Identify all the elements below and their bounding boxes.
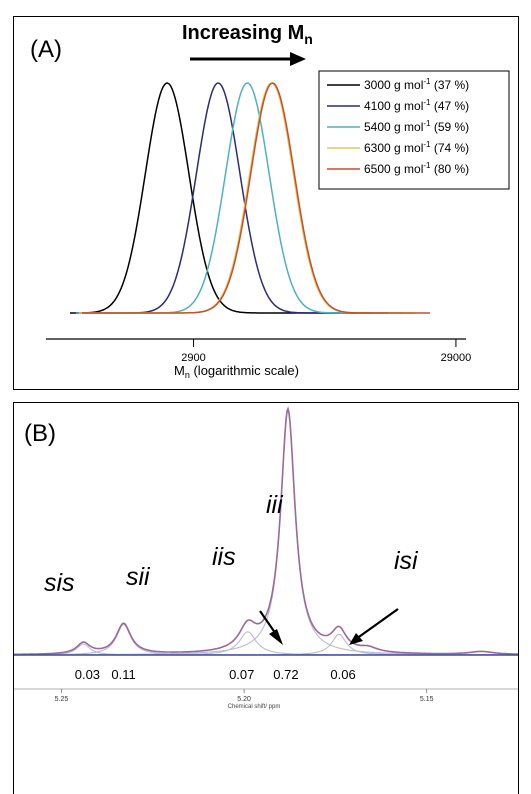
peak-integrals: 0.03 0.11 0.07 0.72 0.06 [75,667,356,682]
legend: 3000 g mol-1 (37 %) 4100 g mol-1 (47 %) 54… [318,70,510,190]
x-axis-label: Chemical shift/ ppm [228,704,281,710]
svg-text:Increasing Mn: Increasing Mn [182,22,313,47]
integral-sis: 0.03 [75,667,100,682]
iis-arrowhead [269,629,283,645]
x-tick-label-2: 29000 [441,352,472,364]
legend-entry-1: 3000 g mol-1 (37 %) [364,77,469,92]
gpc-chart-svg: (A) Increasing Mn 2900 29000 Mn (logarith… [30,22,510,380]
peak-label-iis: iis [212,543,236,571]
gpc-curve-5 [82,82,430,314]
increasing-mn-header: Increasing Mn [182,22,313,47]
increasing-arrow [190,52,306,66]
peak-label-sii: sii [126,563,151,591]
x-tick-label-1: 5.25 [55,696,69,703]
peak-label-isi: isi [394,547,419,575]
legend-entry-3: 5400 g mol-1 (59 %) [364,119,469,134]
x-axis-ticks: 5.25 5.20 5.15 [55,689,434,703]
legend-entry-2: 4100 g mol-1 (47 %) [364,98,469,113]
peak-arrows [259,608,399,645]
x-axis-ticks: 2900 29000 [181,339,471,364]
peak-label-iii: iii [266,491,284,519]
panel-b-label: (B) [24,420,56,447]
isi-arrow [355,608,399,640]
x-tick-label-1: 2900 [181,352,205,364]
integral-isi: 0.06 [330,667,355,682]
panel-b-nmr-spectrum: (B) sis sii iis iii isi 0.03 0.11 0.07 0.72 0.06… [13,402,519,794]
panel-a-gpc-chart: (A) Increasing Mn 2900 29000 Mn (logarith… [13,16,519,390]
gpc-curves [70,82,430,314]
legend-entry-4: 6300 g mol-1 (74 %) [364,140,469,155]
header-subscript: n [304,31,313,47]
integral-iii: 0.72 [273,667,298,682]
panel-a-label: (A) [30,36,62,63]
x-axis-label: Mn (logarithmic scale) [174,363,299,380]
nmr-spectrum-line [14,406,518,656]
x-tick-label-2: 5.20 [237,696,251,703]
peak-label-sis: sis [44,569,75,597]
fit-curve-iis [14,631,518,656]
integral-sii: 0.11 [111,667,135,682]
legend-entry-5: 6500 g mol-1 (80 %) [364,161,469,176]
isi-arrowhead [349,633,363,645]
peak-labels: sis sii iis iii isi [44,491,419,597]
x-tick-label-3: 5.15 [420,696,434,703]
integral-iis: 0.07 [229,667,254,682]
fit-curve-sii [14,624,518,656]
header-text: Increasing M [182,22,304,44]
nmr-spectrum-svg: (B) sis sii iis iii isi 0.03 0.11 0.07 0.72 0.06… [14,406,518,710]
